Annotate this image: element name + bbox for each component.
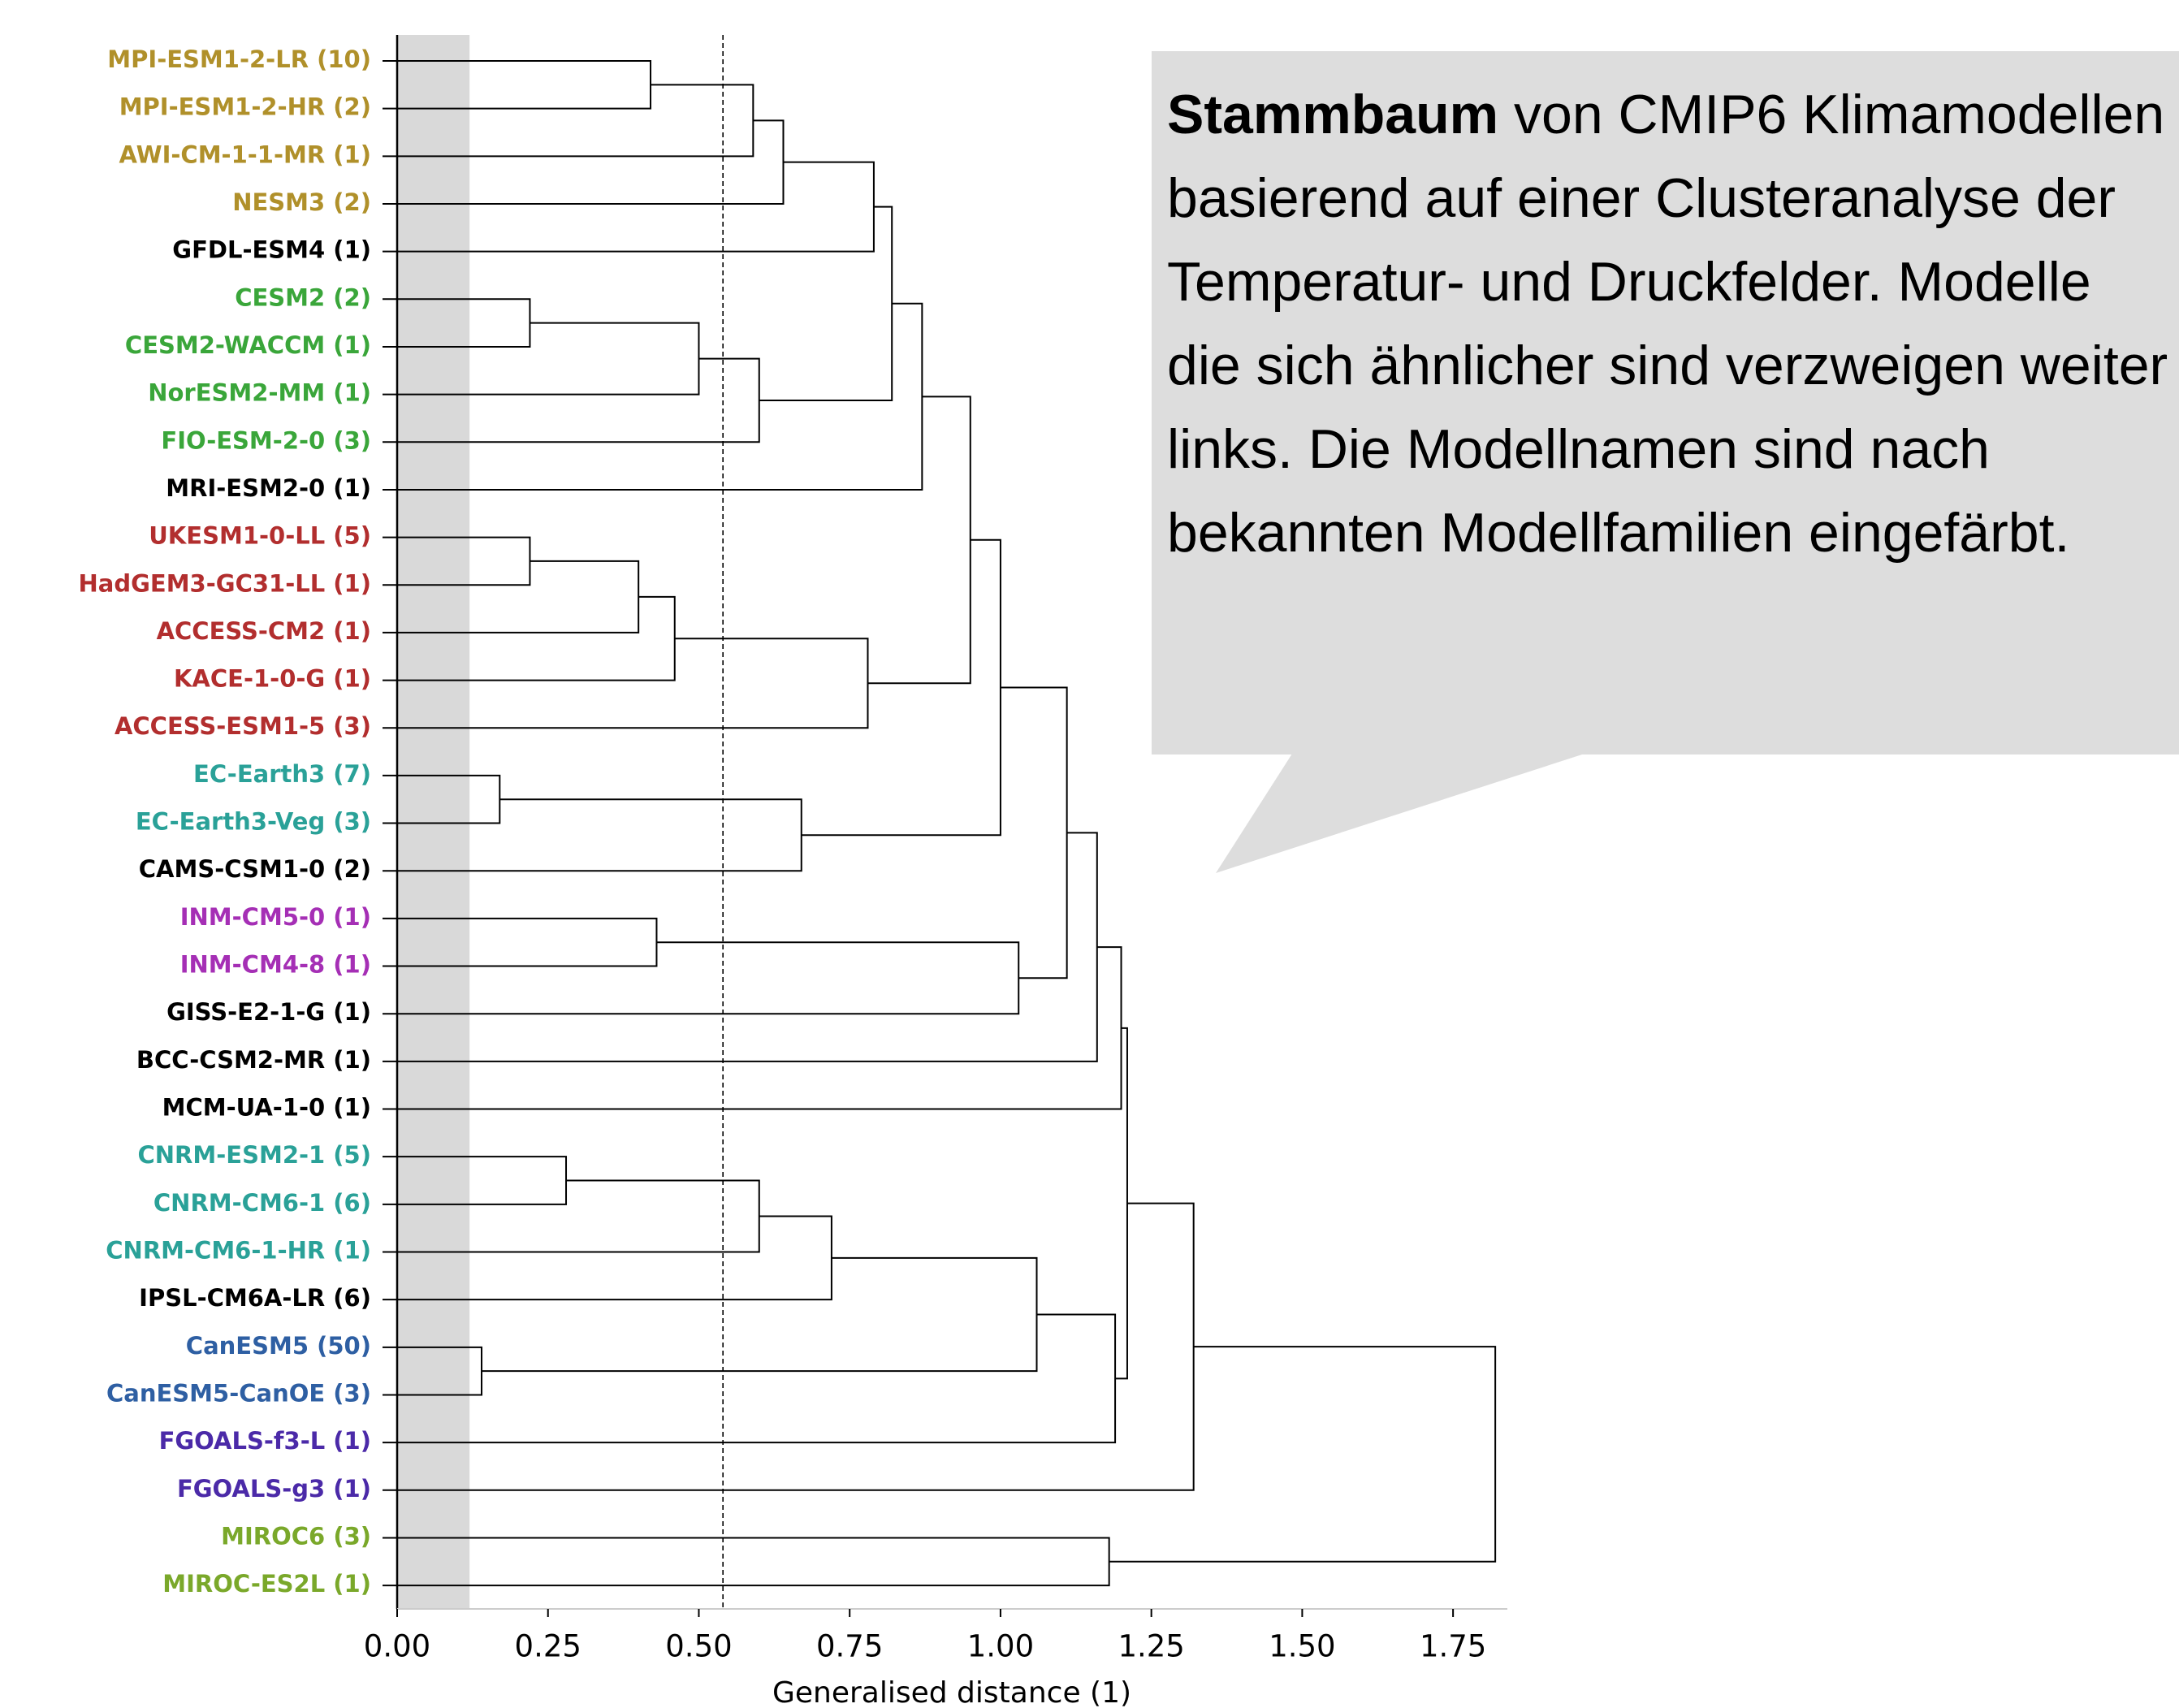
leaf-label: CNRM-CM6-1-HR (1) <box>106 1237 371 1265</box>
leaf-label: GISS-E2-1-G (1) <box>166 998 371 1026</box>
leaf-label: NorESM2-MM (1) <box>148 379 371 407</box>
leaf-label: BCC-CSM2-MR (1) <box>136 1046 371 1074</box>
leaf-label: CanESM5-CanOE (3) <box>106 1379 371 1407</box>
shaded-region <box>397 35 470 1609</box>
link <box>1000 686 1068 979</box>
leaf-label: MIROC6 (3) <box>221 1522 371 1550</box>
leaf-label: AWI-CM-1-1-MR (1) <box>119 141 371 168</box>
x-tick-label: 0.75 <box>816 1629 883 1664</box>
x-tick-label: 1.75 <box>1420 1629 1486 1664</box>
link <box>759 205 893 401</box>
link <box>867 396 971 685</box>
link <box>397 832 1098 1062</box>
callout-text: Stammbaum von CMIP6 Klimamodellen basier… <box>1167 73 2179 575</box>
link <box>482 1256 1038 1373</box>
leaf-label: CNRM-ESM2-1 (5) <box>137 1141 371 1169</box>
link <box>397 1313 1117 1444</box>
leaf-label: MPI-ESM1-2-LR (10) <box>107 45 371 73</box>
x-tick-label: 0.00 <box>364 1629 430 1664</box>
leaf-label: FGOALS-f3-L (1) <box>159 1427 371 1455</box>
callout-bold: Stammbaum <box>1167 84 1499 145</box>
leaf-label: CNRM-CM6-1 (6) <box>153 1189 371 1217</box>
link <box>1115 1027 1128 1380</box>
leaf-label: UKESM1-0-LL (5) <box>149 522 371 550</box>
callout-box <box>1152 51 2179 755</box>
leaf-label: FIO-ESM-2-0 (3) <box>161 426 371 454</box>
leaf-label: EC-Earth3 (7) <box>193 760 371 788</box>
leaf-label: INM-CM5-0 (1) <box>180 903 371 931</box>
leaf-label: INM-CM4-8 (1) <box>180 951 371 979</box>
leaf-label: EC-Earth3-Veg (3) <box>136 808 371 836</box>
link <box>397 1202 1195 1491</box>
callout-body: von CMIP6 Klimamodellen basierend auf ei… <box>1167 84 2168 564</box>
link <box>397 941 1020 1015</box>
x-axis-label: Generalised distance (1) <box>772 1676 1131 1708</box>
leaf-label: MRI-ESM2-0 (1) <box>166 474 371 502</box>
leaf-label: CESM2-WACCM (1) <box>125 331 371 359</box>
link <box>397 302 923 491</box>
leaf-label: CanESM5 (50) <box>186 1332 371 1360</box>
link <box>1109 1346 1497 1563</box>
link <box>397 119 785 205</box>
callout-tail <box>1216 754 1585 873</box>
link <box>801 538 1001 837</box>
x-tick-label: 0.25 <box>515 1629 581 1664</box>
link <box>397 1215 832 1301</box>
x-tick-label: 1.25 <box>1118 1629 1184 1664</box>
leaf-label: ACCESS-CM2 (1) <box>157 617 371 645</box>
link <box>397 798 802 872</box>
leaf-label: IPSL-CM6A-LR (6) <box>139 1284 371 1312</box>
x-tick-label: 1.00 <box>967 1629 1034 1664</box>
x-tick-label: 1.50 <box>1269 1629 1335 1664</box>
leaf-label: ACCESS-ESM1-5 (3) <box>115 712 371 740</box>
leaf-label: NESM3 (2) <box>232 188 371 216</box>
leaf-label: FGOALS-g3 (1) <box>177 1475 371 1503</box>
link <box>397 322 700 396</box>
leaf-label: CESM2 (2) <box>235 283 371 311</box>
leaf-label: MIROC-ES2L (1) <box>162 1570 371 1598</box>
leaf-label: GFDL-ESM4 (1) <box>172 236 371 264</box>
x-tick-label: 0.50 <box>665 1629 732 1664</box>
link <box>397 1537 1110 1587</box>
leaf-label: MCM-UA-1-0 (1) <box>162 1094 371 1122</box>
leaf-label: KACE-1-0-G (1) <box>174 665 371 693</box>
leaf-label: HadGEM3-GC31-LL (1) <box>78 569 371 597</box>
leaf-label: CAMS-CSM1-0 (2) <box>139 855 371 883</box>
leaf-label: MPI-ESM1-2-HR (2) <box>119 93 371 121</box>
link <box>397 946 1122 1110</box>
